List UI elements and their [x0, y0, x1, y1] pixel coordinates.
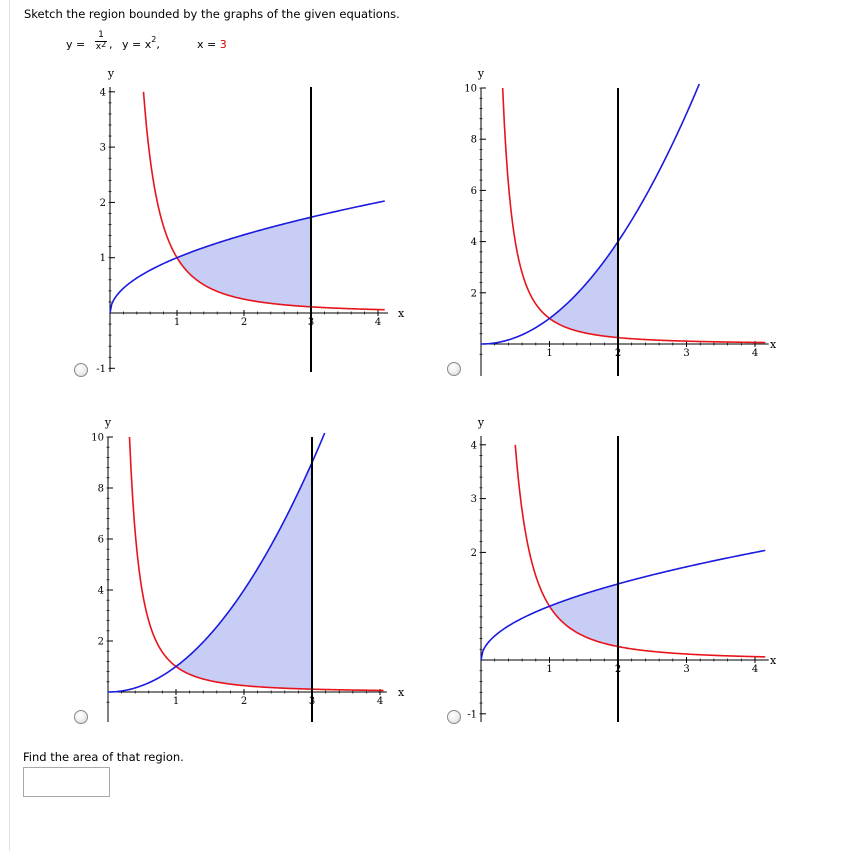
reciprocal-curve [128, 436, 384, 692]
eq2-text: y = x [122, 38, 152, 51]
eq1-numerator: 1 [98, 30, 104, 40]
y-tick-label: 3 [100, 143, 106, 154]
y-tick-label: 4 [471, 440, 477, 451]
y-tick-label: 8 [98, 484, 104, 495]
area-answer-input[interactable] [23, 767, 110, 797]
x-axis-label: x [398, 307, 405, 320]
fraction-bar [95, 41, 107, 42]
second-curve [480, 549, 766, 661]
option-1-radio[interactable] [74, 363, 88, 377]
bounded-region [176, 462, 312, 690]
x-tick-label: 4 [752, 664, 758, 675]
y-tick-label: 2 [471, 548, 477, 559]
y-tick-label: 1 [100, 253, 106, 264]
reciprocal-curve [501, 87, 766, 344]
y-tick-label: -1 [96, 364, 106, 375]
reciprocal-curve [142, 91, 385, 311]
left-rule [9, 0, 10, 851]
y-axis-label: y [477, 416, 485, 429]
question-prompt: Sketch the region bounded by the graphs … [24, 7, 400, 21]
bounded-region [177, 217, 311, 307]
eq3-lhs: x = [197, 38, 220, 51]
y-tick-label: 2 [100, 198, 106, 209]
x-tick-label: 4 [752, 348, 758, 359]
eq1-denominator: x2 [94, 40, 108, 53]
y-tick-label: 6 [471, 186, 477, 197]
x-tick-label: 1 [174, 317, 180, 328]
y-tick-label: 10 [91, 433, 104, 444]
y-tick-label: 4 [98, 586, 104, 597]
plot-option-2: 1234246810yx [464, 67, 777, 376]
y-tick-label: 4 [471, 237, 477, 248]
x-tick-label: 2 [241, 696, 247, 707]
second-curve [109, 200, 385, 314]
bounded-region [549, 583, 618, 647]
eq1-fraction: 1 x2 [94, 30, 108, 53]
eq1-lhs: y = [66, 38, 86, 51]
plot-option-3: 1234246810yx [91, 416, 405, 722]
y-tick-label: 8 [471, 135, 477, 146]
eq1-den-exponent: 2 [101, 40, 107, 49]
option-2-radio[interactable] [447, 362, 461, 376]
eq1-den-base: x [95, 42, 102, 52]
second-curve [480, 83, 701, 345]
x-tick-label: 2 [241, 317, 247, 328]
eq2: y = x2, [122, 35, 160, 51]
x-tick-label: 4 [377, 696, 383, 707]
second-curve [107, 432, 326, 693]
area-prompt: Find the area of that region. [23, 750, 184, 764]
y-tick-label: 2 [98, 637, 104, 648]
bounded-region [549, 241, 618, 338]
y-axis-label: y [107, 67, 115, 80]
x-tick-label: 1 [546, 664, 552, 675]
x-tick-label: 3 [683, 664, 689, 675]
x-axis-label: x [770, 654, 777, 667]
y-tick-label: 3 [471, 494, 477, 505]
option-4-radio[interactable] [447, 710, 461, 724]
x-axis-label: x [398, 686, 405, 699]
x-tick-label: 1 [173, 696, 179, 707]
x-axis-label: x [770, 338, 777, 351]
option-3-radio[interactable] [74, 710, 88, 724]
reciprocal-curve [514, 444, 766, 658]
y-tick-label: 2 [471, 288, 477, 299]
y-axis-label: y [104, 416, 112, 429]
y-tick-label: 4 [100, 87, 106, 98]
x-tick-label: 1 [546, 348, 552, 359]
y-tick-label: 10 [464, 84, 477, 95]
equations: y = 1 x2 , y = x2, x = 3 [66, 30, 266, 60]
y-tick-label: -1 [467, 709, 477, 720]
eq-separator: , [109, 38, 113, 51]
eq3: x = 3 [197, 38, 227, 51]
x-tick-label: 4 [375, 317, 381, 328]
x-tick-label: 3 [683, 348, 689, 359]
y-tick-label: 6 [98, 535, 104, 546]
y-axis-label: y [477, 67, 485, 80]
eq3-value: 3 [219, 38, 227, 51]
eq2-exponent: 2 [151, 35, 157, 44]
